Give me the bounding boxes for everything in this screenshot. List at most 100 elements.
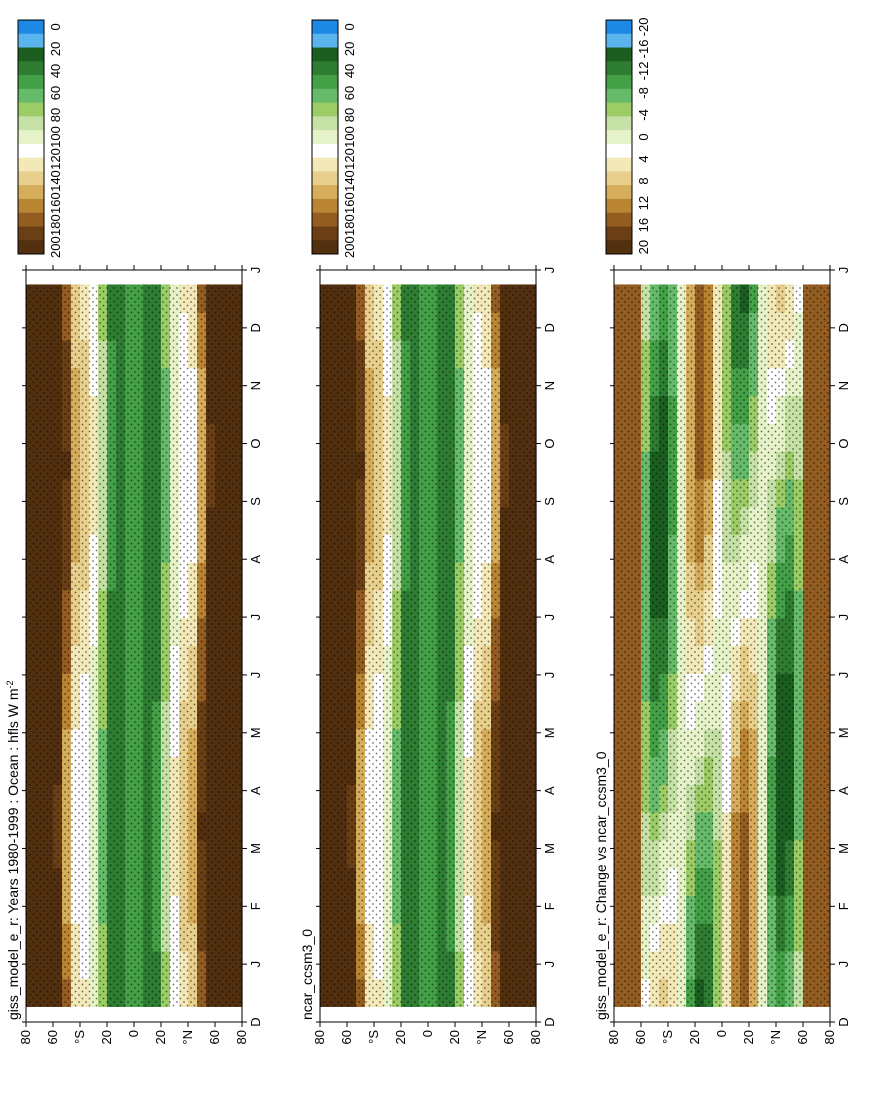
y-tick-label: 60 (45, 1030, 60, 1044)
x-tick-label: J (542, 672, 557, 679)
colorbar-label: 20 (636, 240, 651, 254)
y-tick-label: °N (474, 1030, 489, 1045)
colorbar: 20 16 12 8 4 0 -4 -8 -12 -16 -20 (605, 17, 651, 255)
x-tick-label: N (836, 381, 851, 390)
x-tick-label: J (836, 672, 851, 679)
colorbar-swatch (312, 102, 338, 117)
x-tick-label: S (836, 497, 851, 506)
x-tick-label: J (542, 961, 557, 968)
stippling (614, 285, 830, 1007)
colorbar-swatch (606, 212, 632, 227)
colorbar-swatch (606, 184, 632, 199)
colorbar-swatch (312, 157, 338, 172)
y-tick-label: 60 (207, 1030, 222, 1044)
colorbar-swatch (312, 88, 338, 103)
colorbar-swatch (18, 115, 44, 131)
colorbar-label: 40 (342, 64, 357, 78)
stippling (320, 285, 536, 1007)
y-tick-label: 20 (741, 1030, 756, 1044)
panel-p2: DJFMAMJJASONDJ8060°N20020°S6080giss_mode… (5, 19, 263, 1045)
colorbar-swatch (606, 47, 632, 62)
y-tick-label: 80 (18, 1030, 33, 1044)
colorbar-label: 180 (342, 214, 357, 236)
colorbar-swatch (606, 129, 632, 144)
colorbar-swatch (18, 102, 44, 117)
colorbar-label: 200 (342, 236, 357, 258)
x-tick-label: J (248, 267, 263, 274)
colorbar-swatch (18, 143, 44, 158)
colorbar-swatch (606, 157, 632, 172)
colorbar-swatch (18, 171, 44, 186)
colorbar-swatch (18, 212, 44, 227)
x-tick-label: M (542, 843, 557, 854)
x-tick-label: M (836, 727, 851, 738)
x-tick-label: A (248, 555, 263, 564)
colorbar-swatch (312, 198, 338, 213)
colorbar-label: 80 (48, 108, 63, 122)
x-tick-label: A (836, 555, 851, 564)
x-tick-label: F (542, 902, 557, 910)
colorbar-swatch (18, 129, 44, 144)
x-tick-label: N (248, 381, 263, 390)
y-tick-label: 80 (822, 1030, 837, 1044)
colorbar-label: 140 (48, 170, 63, 192)
colorbar-swatch (18, 47, 44, 62)
y-tick-label: 80 (606, 1030, 621, 1044)
x-tick-label: J (836, 614, 851, 621)
colorbar-swatch (606, 102, 632, 117)
y-tick-label: °N (768, 1030, 783, 1045)
colorbar-swatch (606, 74, 632, 89)
colorbar-frame (605, 19, 633, 255)
x-tick-label: F (836, 902, 851, 910)
colorbar-swatch (18, 60, 44, 76)
y-tick-label: 20 (687, 1030, 702, 1044)
colorbar-swatch (312, 60, 338, 76)
colorbar-frame (311, 19, 339, 255)
x-tick-label: O (248, 438, 263, 448)
colorbar-label: -8 (636, 87, 651, 99)
colorbar-label: 140 (342, 170, 357, 192)
colorbar-swatch (606, 239, 632, 254)
x-tick-label: J (542, 267, 557, 274)
colorbar-swatch (606, 60, 632, 76)
x-tick-label: M (248, 727, 263, 738)
colorbar-label: -4 (636, 109, 651, 121)
x-tick-label: F (248, 902, 263, 910)
colorbar-swatch (18, 184, 44, 199)
colorbar-swatch (312, 115, 338, 131)
colorbar-swatch (606, 88, 632, 103)
colorbar-swatch (312, 129, 338, 144)
colorbar-swatch (18, 74, 44, 89)
colorbar-label: 100 (48, 126, 63, 148)
x-tick-label: J (248, 961, 263, 968)
colorbar-swatch (312, 184, 338, 199)
colorbar-label: 120 (342, 148, 357, 170)
x-tick-label: A (836, 786, 851, 795)
colorbar-label: -16 (636, 40, 651, 59)
x-tick-label: S (542, 497, 557, 506)
colorbar-swatch (312, 212, 338, 227)
colorbar-swatch (606, 198, 632, 213)
colorbar-swatch (606, 33, 632, 48)
x-tick-label: O (542, 438, 557, 448)
colorbar-swatch (312, 143, 338, 158)
stippling (26, 285, 242, 1007)
colorbar-swatch (18, 88, 44, 103)
colorbar-label: 160 (48, 192, 63, 214)
y-tick-label: 0 (126, 1030, 141, 1037)
y-tick-label: 60 (633, 1030, 648, 1044)
colorbar-label: 20 (342, 42, 357, 56)
x-tick-label: D (248, 1017, 263, 1026)
x-tick-label: A (248, 786, 263, 795)
x-tick-label: D (248, 323, 263, 332)
panel-title: ncar_ccsm3_0 (299, 929, 315, 1020)
y-tick-label: °N (180, 1030, 195, 1045)
colorbar-swatch (606, 115, 632, 131)
colorbar-frame (17, 19, 45, 255)
y-tick-label: 60 (795, 1030, 810, 1044)
x-tick-label: M (542, 727, 557, 738)
y-tick-label: °S (72, 1030, 87, 1044)
colorbar-swatch (312, 74, 338, 89)
